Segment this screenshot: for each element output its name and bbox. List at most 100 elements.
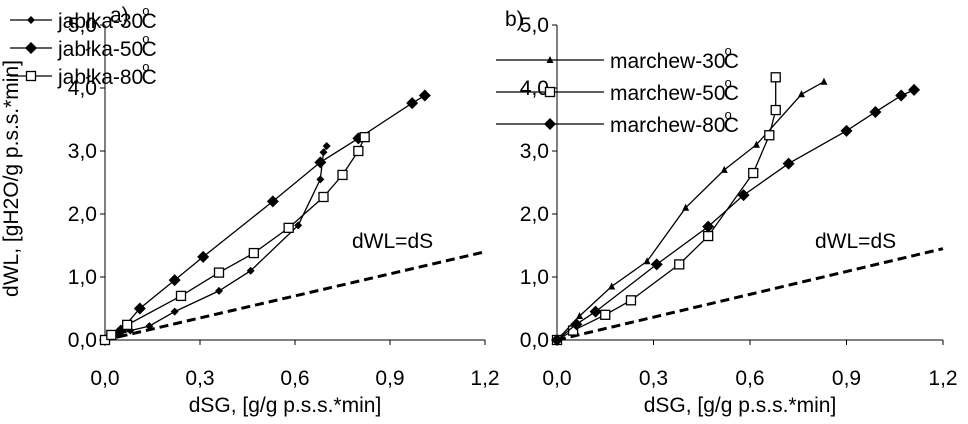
data-point	[283, 222, 294, 234]
data-point	[294, 221, 303, 230]
legend-marker	[544, 118, 556, 130]
data-point	[570, 318, 583, 331]
legend-entry-label: jabłka-30oC	[57, 3, 157, 33]
legend-marker	[25, 70, 37, 82]
y-tick-label: 3,0	[68, 140, 97, 163]
data-point	[752, 140, 760, 148]
x-tick-label: 0,3	[185, 367, 214, 390]
data-point	[122, 319, 133, 331]
x-tick-label: 0,6	[280, 367, 309, 390]
data-point	[551, 334, 563, 346]
data-point	[748, 167, 759, 179]
data-point	[406, 97, 419, 110]
data-point	[266, 195, 279, 208]
data-point	[215, 286, 223, 295]
y-tick-label: 2,0	[68, 203, 97, 226]
data-point	[720, 165, 728, 173]
data-point	[869, 105, 882, 118]
chart-panel-a: 0,0 1,0 2,0 3,0 4,0 5,0 0,0 0,3 0,6 0,9 1,2 dSG, [g…	[0, 3, 500, 417]
x-tick-label: 0,0	[90, 367, 119, 390]
reference-line-dwl-equals-ds	[104, 250, 486, 342]
legend-marker	[27, 16, 35, 24]
y-tick-label: 0,0	[520, 329, 549, 352]
y-tick-label: 1,0	[68, 266, 97, 289]
legend-marker	[25, 42, 37, 54]
data-point	[820, 77, 828, 85]
x-tick-label: 0,3	[639, 367, 668, 390]
series-line-2	[104, 95, 426, 341]
data-point	[764, 130, 775, 141]
x-axis-label: dSG, [g/g p.s.s.*min]	[189, 394, 382, 417]
panel-label: b)	[505, 8, 524, 31]
legend-entry-label: marchew-50oC	[610, 75, 739, 105]
data-point	[703, 230, 714, 242]
data-point	[674, 259, 685, 270]
data-point	[248, 247, 259, 259]
data-point	[197, 250, 210, 263]
data-point	[337, 169, 348, 181]
data-point	[650, 258, 663, 271]
y-tick-label: 5,0	[520, 14, 549, 37]
y-tick-label: 1,0	[520, 266, 549, 289]
x-tick-label: 0,0	[542, 367, 571, 390]
reference-line-annotation: dWL=dS	[815, 230, 896, 253]
legend-entry-label: marchew-30oC	[610, 43, 739, 73]
x-tick-label: 1,2	[928, 367, 957, 390]
x-tick-label: 0,9	[832, 367, 861, 390]
data-point	[608, 282, 616, 290]
data-point	[322, 141, 331, 150]
legend-entry-label: jabłka-80oC	[57, 59, 157, 89]
legend-entry-label: marchew-80oC	[610, 107, 739, 137]
data-point	[737, 189, 750, 202]
data-point	[770, 104, 781, 116]
data-point	[600, 309, 611, 320]
data-point	[589, 305, 602, 318]
reference-line-dwl-equals-ds	[556, 247, 944, 342]
y-tick-label: 2,0	[520, 203, 549, 226]
y-tick-label: 4,0	[520, 77, 549, 100]
x-tick-label: 1,2	[470, 367, 499, 390]
x-axis-label: dSG, [g/g p.s.s.*min]	[644, 394, 837, 417]
data-point	[145, 322, 154, 331]
legend-marker	[544, 86, 556, 98]
data-point	[126, 326, 135, 335]
legend-entry-label: jabłka-50oC	[57, 31, 157, 61]
data-point	[840, 124, 853, 137]
data-point	[359, 131, 370, 143]
data-point	[168, 274, 181, 287]
data-point	[908, 83, 921, 96]
data-point	[316, 175, 325, 184]
data-point	[895, 89, 908, 102]
data-point	[314, 156, 327, 169]
y-tick-label: 5,0	[68, 14, 97, 37]
series-line-2	[556, 77, 777, 341]
x-tick-label: 0,9	[375, 367, 404, 390]
data-point	[170, 307, 179, 316]
data-point	[246, 266, 255, 275]
data-point	[702, 220, 715, 233]
data-point	[770, 72, 781, 83]
data-point	[797, 90, 805, 98]
y-tick-label: 0,0	[68, 329, 97, 352]
data-point	[319, 148, 328, 157]
data-point	[175, 290, 187, 302]
panel-label: a)	[110, 4, 129, 27]
reference-line-annotation: dWL=dS	[352, 230, 433, 253]
data-point	[213, 267, 225, 278]
chart-panel-b: 0,0 1,0 2,0 3,0 4,0 5,0 0,0 0,3 0,6 0,9 1,2 dSG, [g…	[496, 8, 958, 417]
data-point	[133, 302, 146, 315]
data-point	[106, 329, 117, 341]
y-axis-label: dWL, [gH2O/g p.s.s.*min]	[0, 60, 23, 297]
data-point	[353, 145, 364, 157]
legend-marker	[546, 56, 554, 63]
data-point	[576, 312, 584, 320]
data-point	[418, 89, 431, 102]
data-point	[643, 257, 651, 265]
data-point	[318, 191, 329, 203]
x-tick-label: 0,6	[735, 367, 764, 390]
y-tick-label: 4,0	[68, 77, 97, 100]
data-point	[682, 203, 690, 211]
y-tick-label: 3,0	[520, 140, 549, 163]
data-point	[625, 295, 637, 306]
